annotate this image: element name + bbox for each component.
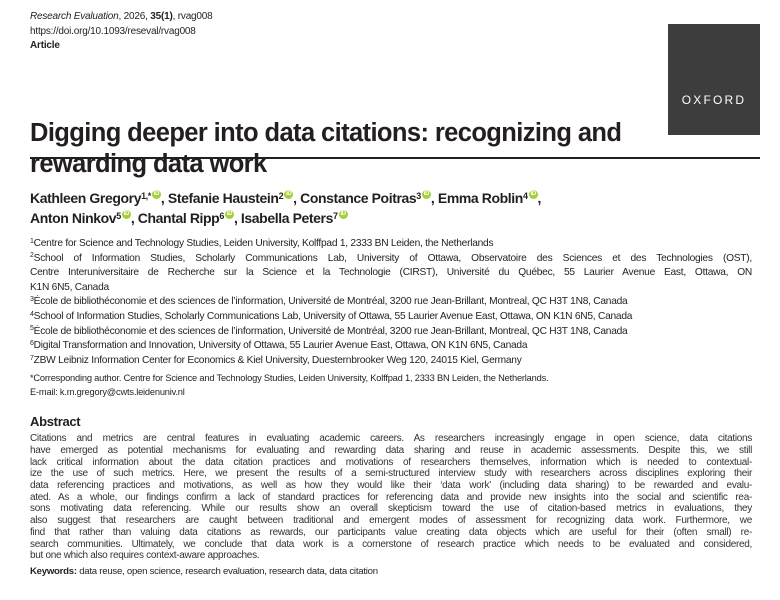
author[interactable]: Stefanie Haustein2 iD, [168, 190, 300, 206]
abstract-line: also suggest that researchers are caught… [30, 515, 752, 527]
author[interactable]: Chantal Ripp6 iD, [138, 210, 241, 226]
author-name: Anton Ninkov [30, 210, 117, 226]
affiliation-text: Centre Interuniversitaire de Recherche s… [30, 267, 752, 279]
affiliation-number: 7 [30, 354, 34, 362]
article-front-matter: Digging deeper into data citations: reco… [30, 118, 752, 578]
author-name: Kathleen Gregory [30, 190, 142, 206]
volume: 35 [150, 11, 161, 22]
affiliation-line: 3École de bibliothéconomie et des scienc… [30, 295, 752, 310]
orcid-icon[interactable]: iD [121, 210, 131, 219]
abstract-line: sons motivating data referencing. While … [30, 503, 752, 515]
affiliation-marker: 2 [278, 190, 284, 201]
affiliation-marker: 5 [116, 210, 121, 221]
affiliation-number: 3 [30, 296, 34, 304]
author-name: Chantal Ripp [137, 210, 220, 226]
affiliation-line: Centre Interuniversitaire de Recherche s… [30, 266, 752, 281]
abstract-line: Citations and metrics are central featur… [30, 433, 752, 445]
author-name: Isabella Peters [240, 210, 333, 226]
article-meta: Research Evaluation, 2026, 35(1), rvag00… [30, 10, 213, 54]
affiliation-line: 5École de bibliothéconomie et des scienc… [30, 325, 752, 340]
affiliation-number: 1 [30, 237, 34, 245]
article-type: Article [30, 40, 60, 51]
separator: , [233, 210, 241, 226]
author-name: Stefanie Haustein [167, 190, 279, 206]
affiliation-text: School of Information Studies, Scholarly… [33, 252, 753, 264]
author[interactable]: Kathleen Gregory1,* iD, [30, 190, 168, 206]
affiliation-line: 6Digital Transformation and Innovation, … [30, 339, 752, 354]
affiliation-line: 2School of Information Studies, Scholarl… [30, 252, 752, 267]
keywords-text: data reuse, open science, research evalu… [76, 565, 378, 577]
abstract-line: search communities. Ultimately, we concl… [30, 538, 752, 550]
title-line: Digging deeper into data citations: reco… [30, 119, 622, 147]
doi-link[interactable]: https://doi.org/10.1093/reseval/rvag008 [30, 25, 196, 37]
affiliation-number: 4 [30, 310, 34, 318]
oxford-logo: OXFORD [668, 24, 760, 135]
author[interactable]: Isabella Peters7 iD [241, 210, 348, 226]
affiliation-text: ZBW Leibniz Information Center for Econo… [33, 354, 522, 366]
author-name: Emma Roblin [437, 190, 523, 206]
affiliation-text: École de bibliothéconomie et des science… [33, 325, 628, 337]
abstract-line: ated. As a whole, our findings confirm a… [30, 491, 752, 503]
affiliation-text: School of Information Studies, Scholarly… [33, 310, 633, 322]
separator: , [160, 190, 168, 206]
author[interactable]: Constance Poitras3 iD, [300, 190, 438, 206]
year: , 2026, [118, 11, 151, 22]
affiliation-text: K1N 6N5, Canada [30, 281, 109, 293]
affiliation-marker: 1,* [141, 190, 151, 201]
corresponding-author: *Corresponding author. Centre for Scienc… [30, 371, 752, 399]
separator: , [537, 190, 542, 206]
author-name: Constance Poitras [300, 190, 417, 206]
affiliation-line: 7ZBW Leibniz Information Center for Econ… [30, 354, 752, 369]
email[interactable]: E-mail: k.m.gregory@cwts.leidenuniv.nl [30, 387, 185, 398]
citation-line: Research Evaluation, 2026, 35(1), rvag00… [30, 10, 213, 25]
affiliation-line: 4School of Information Studies, Scholarl… [30, 310, 752, 325]
abstract-line: have emerged as potential mechanisms for… [30, 445, 752, 457]
title-line: rewarding data work [30, 150, 267, 178]
affiliation-text: École de bibliothéconomie et des science… [33, 296, 628, 308]
affiliation-text: Centre for Science and Technology Studie… [33, 238, 494, 249]
affiliation-line: K1N 6N5, Canada [30, 281, 752, 296]
orcid-icon[interactable]: iD [528, 190, 538, 199]
affiliation-text: Digital Transformation and Innovation, U… [33, 340, 528, 352]
abstract-line: lack critical information about the data… [30, 456, 752, 468]
abstract-line: find that rather than valuing data citat… [30, 526, 752, 538]
article-id: , rvag008 [172, 11, 213, 22]
abstract-heading: Abstract [30, 414, 81, 430]
affiliation-number: 5 [30, 325, 34, 333]
corresponding-note: *Corresponding author. Centre for Scienc… [30, 373, 549, 384]
affiliation-marker: 7 [332, 210, 338, 221]
author-list: Kathleen Gregory1,* iD, Stefanie Haustein… [30, 188, 752, 228]
separator: , [430, 190, 438, 206]
keywords-label: Keywords: [30, 565, 77, 577]
abstract-line: data referencing practices and motivatio… [30, 480, 752, 492]
abstract-body: Citations and metrics are central featur… [30, 433, 752, 562]
abstract-line: ize the use of such metrics. Here, we pr… [30, 468, 752, 480]
affiliation-marker: 4 [522, 190, 528, 201]
orcid-icon[interactable]: iD [151, 190, 161, 199]
affiliation-marker: 6 [219, 210, 224, 221]
separator: , [130, 210, 138, 226]
orcid-icon[interactable]: iD [284, 190, 294, 199]
divider [30, 157, 760, 159]
affiliations: 1Centre for Science and Technology Studi… [30, 237, 752, 368]
orcid-icon[interactable]: iD [224, 210, 234, 219]
keywords: Keywords: data reuse, open science, rese… [30, 566, 752, 578]
issue: (1) [160, 11, 173, 22]
orcid-icon[interactable]: iD [421, 190, 431, 199]
abstract-line: but one which also requires context-awar… [30, 550, 260, 562]
separator: , [293, 190, 301, 206]
author[interactable]: Emma Roblin4 iD, [438, 190, 541, 206]
affiliation-number: 6 [30, 340, 34, 348]
affiliation-line: 1Centre for Science and Technology Studi… [30, 237, 752, 252]
journal-name: Research Evaluation [30, 11, 119, 22]
author[interactable]: Anton Ninkov5 iD, [30, 210, 138, 226]
logo-text: OXFORD [681, 93, 747, 107]
affiliation-marker: 3 [416, 190, 421, 201]
paper-title: Digging deeper into data citations: reco… [30, 118, 752, 180]
affiliation-number: 2 [30, 252, 34, 260]
orcid-icon[interactable]: iD [338, 210, 348, 219]
